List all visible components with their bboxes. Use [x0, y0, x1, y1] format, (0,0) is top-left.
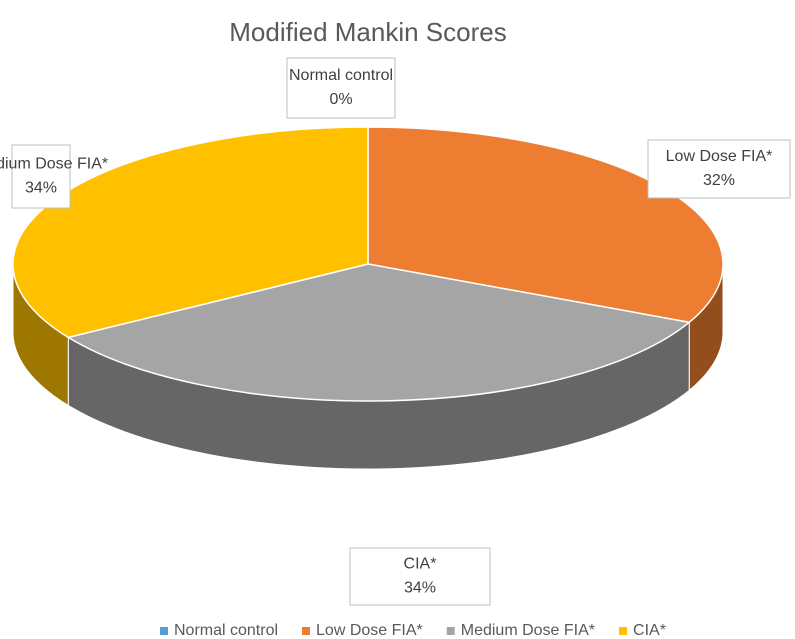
data-label-value: 32% — [703, 172, 735, 189]
legend-swatch — [160, 627, 168, 635]
legend-swatch — [446, 627, 455, 635]
data-label-name: Medium Dose FIA* — [0, 156, 108, 173]
pie-slice — [66, 263, 691, 402]
data-label-name: CIA* — [404, 556, 437, 573]
legend-label: Normal control — [174, 622, 278, 639]
legend-swatch — [302, 627, 311, 635]
data-label-value: 34% — [404, 580, 436, 597]
data-label-value: 0% — [329, 91, 352, 108]
legend-label: Medium Dose FIA* — [461, 622, 595, 639]
data-label-box — [647, 139, 791, 199]
legend-swatch — [619, 627, 628, 635]
data-label-box — [11, 144, 71, 209]
legend-label: Low Dose FIA* — [316, 622, 423, 639]
chart-title: Modified Mankin Scores — [229, 17, 506, 47]
data-label-box — [349, 547, 491, 606]
legend-label: CIA* — [633, 622, 666, 639]
data-label-box — [286, 57, 396, 119]
data-label-value: 34% — [25, 180, 57, 197]
data-label-name: Low Dose FIA* — [666, 148, 773, 165]
data-label-name: Normal control — [289, 67, 393, 84]
